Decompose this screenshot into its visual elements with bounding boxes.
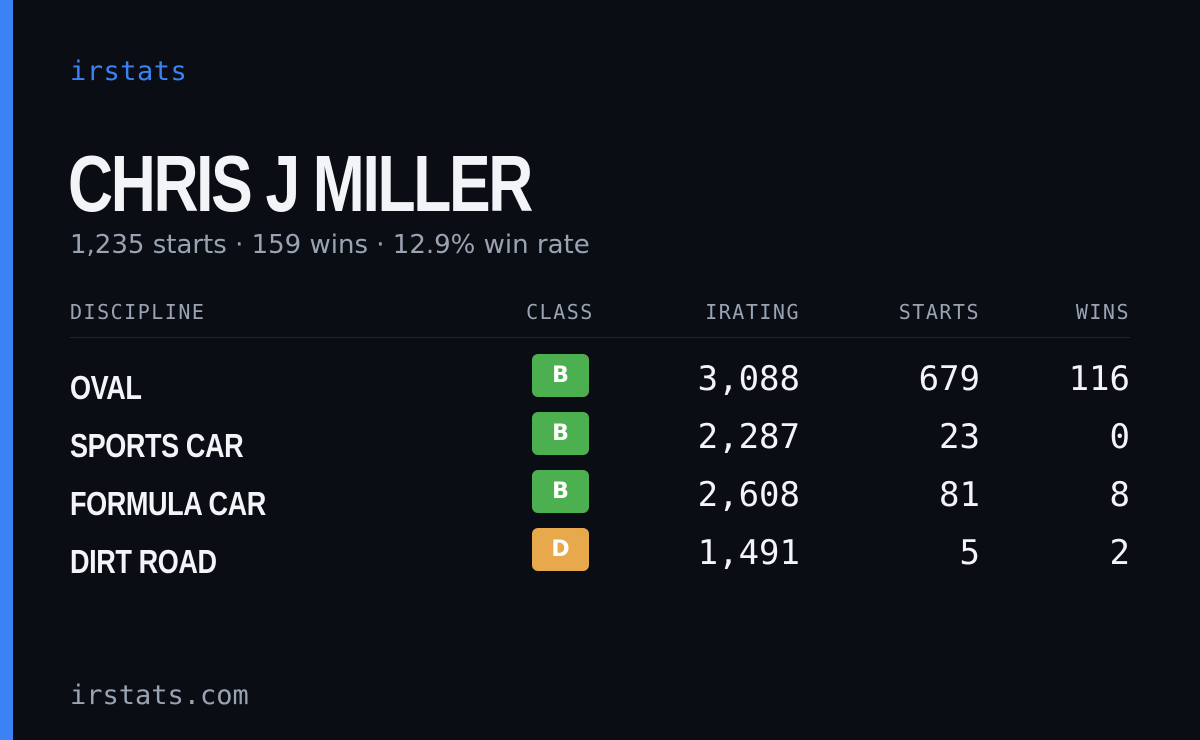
wins-value: 8 [1109,475,1130,515]
irating-value: 2,287 [697,417,800,457]
wins-value: 116 [1068,359,1130,399]
header-discipline: DISCIPLINE [70,300,206,324]
table-header-row: DISCIPLINE CLASS IRATING STARTS WINS [70,298,1130,338]
accent-bar [0,0,13,740]
brand-logo-text: irstats [70,56,188,87]
driver-name: CHRIS J MILLER [68,139,533,228]
header-irating: IRATING [705,300,800,324]
footer-url: irstats.com [70,680,249,711]
header-class: CLASS [526,300,594,324]
table-body: OVAL B 3,088 679 116 SPORTS CAR B 2,287 … [70,353,1130,585]
wins-value: 2 [1109,533,1130,573]
license-class-badge: B [532,470,589,513]
table-row: OVAL B 3,088 679 116 [70,353,1130,411]
discipline-name: FORMULA CAR [70,485,266,522]
starts-value: 23 [939,417,980,457]
irating-value: 3,088 [697,359,800,399]
driver-summary: 1,235 starts · 159 wins · 12.9% win rate [70,230,590,260]
header-starts: STARTS [898,300,980,324]
license-class-badge: D [532,528,589,571]
irating-value: 1,491 [697,533,800,573]
table-row: FORMULA CAR B 2,608 81 8 [70,469,1130,527]
table-row: SPORTS CAR B 2,287 23 0 [70,411,1130,469]
wins-value: 0 [1109,417,1130,457]
discipline-name: SPORTS CAR [70,427,244,464]
license-class-badge: B [532,354,589,397]
table-row: DIRT ROAD D 1,491 5 2 [70,527,1130,585]
header-wins: WINS [1075,300,1130,324]
discipline-name: DIRT ROAD [70,543,217,580]
irating-value: 2,608 [697,475,800,515]
stats-table: DISCIPLINE CLASS IRATING STARTS WINS OVA… [70,298,1130,585]
starts-value: 81 [939,475,980,515]
discipline-name: OVAL [70,369,142,406]
starts-value: 5 [959,533,980,573]
starts-value: 679 [918,359,980,399]
license-class-badge: B [532,412,589,455]
